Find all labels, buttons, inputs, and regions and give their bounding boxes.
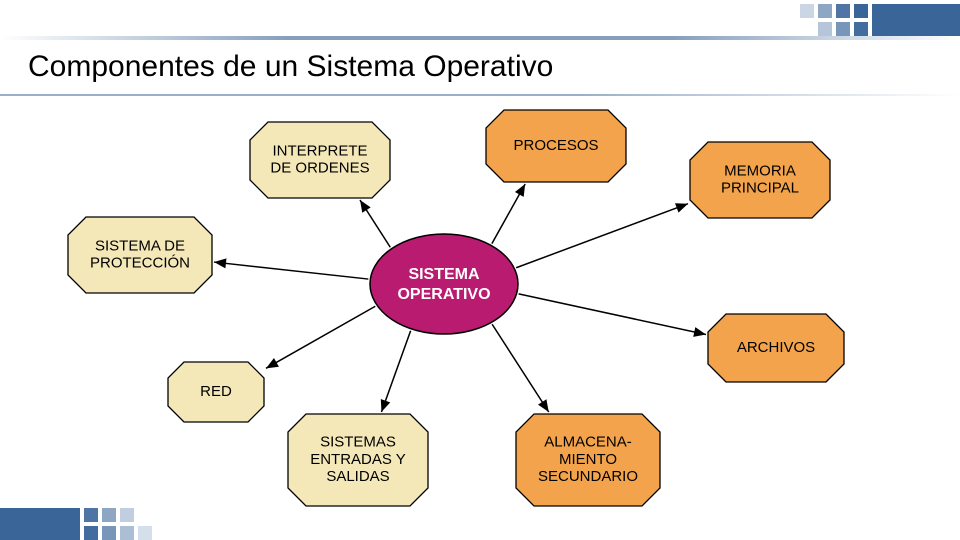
- top-right-squares: [760, 0, 960, 40]
- svg-text:MIENTO: MIENTO: [559, 451, 617, 468]
- svg-text:SALIDAS: SALIDAS: [326, 468, 389, 485]
- bottom-left-squares: [0, 494, 180, 540]
- node-archivos: ARCHIVOS: [708, 314, 844, 382]
- title-underline: [0, 94, 960, 96]
- svg-text:ALMACENA-: ALMACENA-: [544, 434, 632, 451]
- slide-title: Componentes de un Sistema Operativo: [28, 50, 553, 84]
- node-sistemas-es: SISTEMASENTRADAS YSALIDAS: [288, 414, 428, 506]
- concept-diagram: INTERPRETEDE ORDENES PROCESOS MEMORIAPRINC…: [0, 100, 960, 530]
- svg-text:SISTEMAS: SISTEMAS: [320, 434, 396, 451]
- svg-text:PROTECCIÓN: PROTECCIÓN: [90, 255, 190, 272]
- svg-text:ENTRADAS Y: ENTRADAS Y: [310, 451, 406, 468]
- node-almacenamiento-secundario: ALMACENA-MIENTOSECUNDARIO: [516, 414, 660, 506]
- svg-text:PRINCIPAL: PRINCIPAL: [721, 180, 799, 197]
- node-sistema-proteccion: SISTEMA DEPROTECCIÓN: [68, 217, 212, 293]
- top-decoration-bar: [0, 0, 960, 40]
- svg-text:DE ORDENES: DE ORDENES: [270, 160, 369, 177]
- svg-text:MEMORIA: MEMORIA: [724, 162, 796, 179]
- node-interprete-ordenes: INTERPRETEDE ORDENES: [250, 122, 390, 198]
- top-bar-underline: [0, 36, 960, 40]
- node-memoria-principal: MEMORIAPRINCIPAL: [690, 142, 830, 218]
- svg-text:PROCESOS: PROCESOS: [513, 137, 598, 154]
- svg-text:SISTEMA: SISTEMA: [408, 266, 480, 283]
- node-red: RED: [168, 362, 264, 422]
- svg-text:ARCHIVOS: ARCHIVOS: [737, 339, 815, 356]
- center-node: SISTEMA OPERATIVO: [370, 234, 518, 334]
- node-procesos: PROCESOS: [486, 110, 626, 182]
- svg-text:OPERATIVO: OPERATIVO: [397, 286, 490, 303]
- svg-text:SISTEMA DE: SISTEMA DE: [95, 237, 185, 254]
- svg-text:SECUNDARIO: SECUNDARIO: [538, 468, 638, 485]
- svg-text:INTERPRETE: INTERPRETE: [272, 142, 367, 159]
- svg-text:RED: RED: [200, 383, 232, 400]
